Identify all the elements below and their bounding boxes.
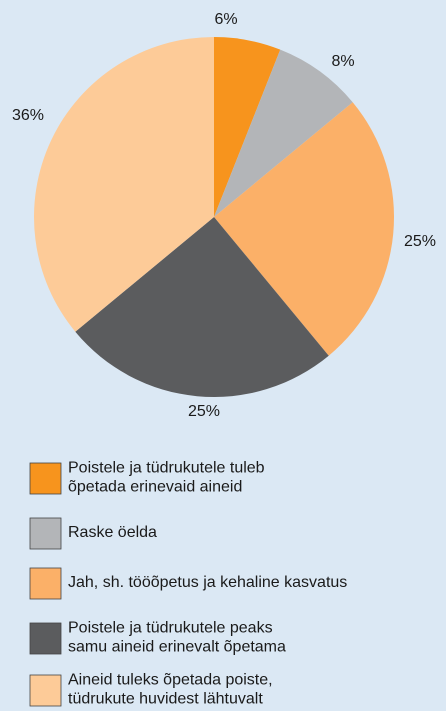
legend-swatch (29, 567, 62, 600)
legend-label: samu aineid erinevalt õpetama (68, 639, 286, 656)
legend-label: õpetada erinevaid aineid (68, 479, 242, 496)
legend-label: Raske öelda (68, 524, 157, 541)
legend-swatch (29, 622, 62, 655)
legend-label: Aineid tuleks õpetada poiste, (68, 672, 273, 689)
slice-label: 6% (214, 11, 237, 28)
legend-swatch (29, 517, 62, 550)
slice-label: 36% (12, 107, 44, 124)
pie-slice (214, 37, 281, 217)
legend-label: tüdrukute huvidest lähtuvalt (68, 691, 263, 708)
pie-slice (75, 217, 329, 397)
legend-label: Jah, sh. tööõpetus ja kehaline kasvatus (68, 574, 347, 591)
pie-slice (214, 102, 395, 356)
pie-slice (214, 49, 353, 218)
slice-label: 25% (188, 403, 220, 420)
legend-label: Poistele ja tüdrukutele tuleb (68, 460, 265, 477)
legend-swatch (29, 462, 62, 495)
pie-slice (33, 37, 215, 332)
slice-label: 25% (404, 233, 436, 250)
legend-label: Poistele ja tüdrukutele peaks (68, 620, 273, 637)
slice-label: 8% (331, 53, 354, 70)
legend-swatch (29, 674, 62, 707)
